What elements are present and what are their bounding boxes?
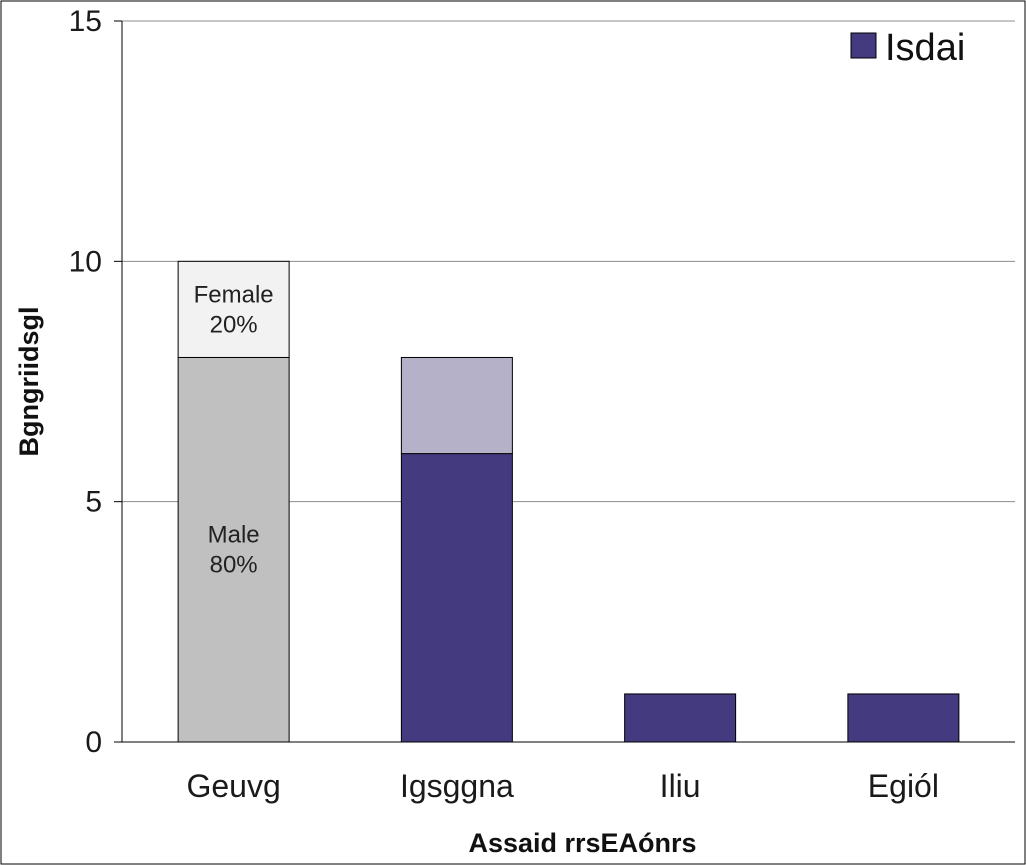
bar-segment-label: 80% <box>210 552 258 579</box>
x-tick-label: Igsggna <box>400 768 514 804</box>
bar-segment <box>847 693 960 743</box>
y-tick-label: 5 <box>85 486 102 519</box>
axes: 0 5 10 15 Geuvg Igsggna Iliu Egiól <box>69 5 1015 804</box>
y-tick-label: 10 <box>69 245 102 278</box>
bar-segment <box>624 693 737 743</box>
x-tick-label: Geuvg <box>186 768 280 804</box>
legend: Isdai <box>850 27 965 69</box>
x-tick-label: Egiól <box>868 768 939 804</box>
x-axis-title: Assaid rrsEAónrs <box>468 828 696 858</box>
bar-segment <box>400 356 513 455</box>
bars: Male 80% Female 20% <box>177 260 960 743</box>
bar-segment-label: Female <box>194 281 274 308</box>
bar-segment-label: Male <box>208 522 260 549</box>
legend-swatch <box>850 32 877 59</box>
bar-segment-label: 20% <box>210 311 258 338</box>
y-axis-title: Bgngriidsgl <box>14 307 44 457</box>
bar-segment <box>400 453 513 743</box>
x-tick-label: Iliu <box>660 768 701 804</box>
y-tick-label: 0 <box>85 726 102 759</box>
bar-segment <box>177 260 290 358</box>
legend-label: Isdai <box>885 27 965 69</box>
y-tick-label: 15 <box>69 5 102 38</box>
bar-segment <box>177 356 290 743</box>
